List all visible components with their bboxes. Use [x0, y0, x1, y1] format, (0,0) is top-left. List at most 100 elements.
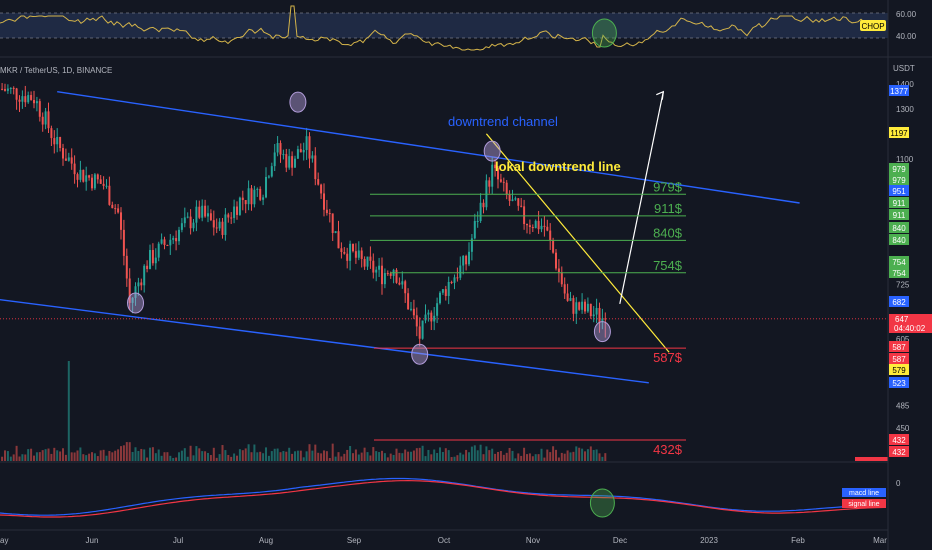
candle [53, 138, 56, 145]
candle [160, 239, 163, 244]
volume-bar [514, 458, 517, 461]
price-pane[interactable]: MKR / TetherUS, 1D, BINANCE 979$ 911$ 840$… [0, 66, 888, 461]
candle [543, 225, 546, 227]
macd-marker [589, 488, 615, 518]
axis-badge [889, 364, 909, 375]
axis-badge-label: 979 [892, 165, 906, 174]
candle [598, 307, 601, 323]
volume-bar [433, 449, 436, 461]
candle [15, 88, 18, 100]
candle [41, 116, 44, 125]
volume-bar [102, 449, 105, 461]
axis-badge-label: 911 [893, 199, 906, 208]
volume-bar [328, 458, 331, 461]
volume-bar [497, 451, 499, 461]
volume-bar [586, 449, 589, 461]
axis-badge [889, 446, 909, 457]
time-axis[interactable]: ay Jun Jul Aug Sep Oct Nov Dec 2023 Feb Mar [0, 529, 888, 545]
candle [537, 220, 540, 230]
axis-badge [889, 377, 909, 388]
chop-indicator-pane[interactable]: CHOP 60.00 40.00 [0, 5, 917, 51]
volume-bar [534, 454, 537, 461]
candle [311, 155, 314, 159]
price-axis[interactable]: USDT 1400 1300 1100 725 605 485 450 1377 1197 97… [887, 0, 932, 550]
current-price-badge [889, 314, 932, 333]
volume-bar [111, 452, 114, 461]
macd-indicator-pane[interactable]: 0 macd line signal line [0, 477, 901, 518]
candle [453, 277, 456, 283]
volume-bar [465, 449, 468, 461]
candle [575, 302, 578, 314]
volume-bar [247, 444, 250, 461]
volume-bar [557, 457, 560, 461]
candle [569, 298, 572, 301]
candle [76, 174, 79, 180]
volume-bar [212, 447, 215, 461]
candle [505, 182, 508, 195]
volume-bar [265, 447, 267, 461]
chop-level-60: 60.00 [896, 10, 917, 19]
volume-bar [453, 456, 456, 461]
volume-bar [267, 455, 270, 461]
candle [604, 318, 607, 320]
candle [47, 111, 50, 129]
candle [212, 220, 215, 228]
axis-badge-label: 579 [892, 366, 906, 375]
macd-legend-macd [842, 488, 886, 497]
candle [88, 175, 91, 178]
axis-badge-label: 587 [892, 355, 906, 364]
axis-badge [889, 296, 909, 307]
time-label: Mar [873, 536, 887, 545]
signal-line [0, 479, 885, 518]
candle [204, 205, 207, 217]
time-label: Jul [173, 536, 183, 545]
candle [407, 293, 410, 310]
candle [557, 268, 560, 273]
level-label-979: 979$ [653, 179, 683, 194]
candle [154, 257, 157, 264]
time-label: Feb [791, 536, 805, 545]
candle [227, 214, 230, 218]
candle [117, 208, 120, 213]
volume-bar [195, 446, 198, 461]
candle [381, 265, 383, 285]
candle [108, 185, 111, 205]
axis-badge [889, 174, 909, 185]
candle [186, 216, 189, 218]
candle [299, 149, 302, 153]
volume-bar [456, 455, 459, 461]
volume-bar [189, 445, 192, 461]
volume-bar [114, 450, 117, 461]
candle [50, 128, 53, 139]
volume-bar [99, 450, 102, 461]
candle [328, 213, 331, 215]
candle [363, 258, 366, 267]
volume-bar [343, 453, 346, 461]
volume-bar [38, 452, 41, 461]
volume-bar [67, 361, 70, 461]
candle [386, 273, 389, 275]
volume-bar [589, 446, 592, 461]
candle [70, 157, 73, 164]
candle [33, 99, 35, 104]
volume-bar [296, 450, 299, 461]
channel-upper-line [57, 91, 800, 204]
candle [357, 250, 360, 258]
axis-badge [889, 256, 909, 267]
volume-bar [549, 452, 552, 461]
axis-badge-label: 432 [892, 436, 906, 445]
volume-bar [502, 454, 505, 461]
volume-bar [499, 451, 502, 461]
candle [540, 225, 543, 230]
volume-bar [354, 449, 357, 461]
axis-badge-label: 682 [892, 298, 906, 307]
volume-bar [441, 451, 444, 461]
volume-bar [331, 443, 334, 461]
candle [192, 222, 195, 229]
volume-bar [601, 456, 604, 461]
volume-bar [517, 453, 520, 461]
volume-bar [233, 453, 236, 461]
candle [238, 197, 241, 215]
volume-bar [415, 448, 418, 461]
